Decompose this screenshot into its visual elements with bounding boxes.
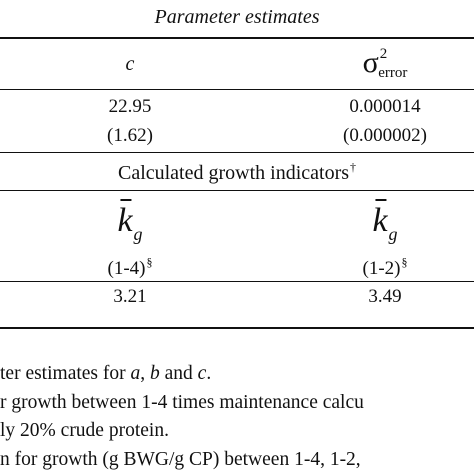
- k-subscript-1: g: [133, 224, 143, 244]
- k-symbol-2: k: [372, 199, 388, 239]
- range-1-4-label: (1-4): [107, 258, 146, 279]
- footnote-1-text-e: and: [159, 363, 198, 384]
- footnote-line-2: r growth between 1-4 times maintenance c…: [0, 392, 364, 413]
- sigma-estimate: 0.000014: [349, 96, 421, 117]
- footnote-line-4: n for growth (g BWG/g CP) between 1-4, 1…: [0, 449, 361, 470]
- growth-indicators-label: Calculated growth indicators: [117, 162, 350, 184]
- section-rule: [0, 152, 474, 153]
- footnote-1-text-g: .: [206, 363, 212, 384]
- sigma-symbol: σ: [362, 46, 379, 79]
- sigma-subscript: error: [378, 65, 408, 81]
- c-estimate: 22.95: [108, 96, 152, 117]
- range-1-4: (1-4)§: [108, 256, 153, 278]
- header-kbar-g-2: kg: [372, 199, 398, 244]
- footnote-1-text-a: ter estimates for: [0, 363, 131, 384]
- table-top-rule: [0, 37, 474, 39]
- header-sigma-error: σ2 error: [363, 47, 408, 81]
- sigma-superscript: 2: [379, 46, 388, 62]
- growth-indicators-title: Calculated growth indicators†: [118, 161, 356, 183]
- k-subscript-2: g: [388, 224, 398, 244]
- growth-header-rule: [0, 281, 474, 282]
- growth-value-2: 3.49: [368, 286, 402, 307]
- growth-value-1: 3.21: [113, 286, 147, 307]
- footnote-1-var-c: c: [197, 363, 207, 384]
- footnote-line-3: ly 20% crude protein.: [0, 420, 169, 441]
- parameter-estimates-title: Parameter estimates: [154, 6, 320, 28]
- footnote-1-var-a: a: [130, 363, 141, 384]
- header-kbar-g-1: kg: [117, 199, 143, 244]
- c-standard-error: (1.62): [107, 125, 153, 146]
- section-mark-1: §: [146, 255, 153, 269]
- table-bottom-rule: [0, 327, 474, 329]
- footnote-1-var-b: b: [150, 363, 160, 384]
- range-1-2-label: (1-2): [362, 258, 401, 279]
- header-c: c: [125, 53, 135, 75]
- section-mark-2: §: [401, 255, 408, 269]
- range-1-2: (1-2)§: [363, 256, 408, 278]
- footnote-line-1: ter estimates for a, b and c.: [0, 364, 211, 384]
- sigma-standard-error: (0.000002): [343, 125, 427, 146]
- growth-title-rule: [0, 190, 474, 191]
- header-rule: [0, 89, 474, 90]
- footnote-1-text-c: ,: [140, 363, 150, 384]
- k-symbol-1: k: [117, 199, 133, 239]
- dagger-mark: †: [350, 160, 357, 174]
